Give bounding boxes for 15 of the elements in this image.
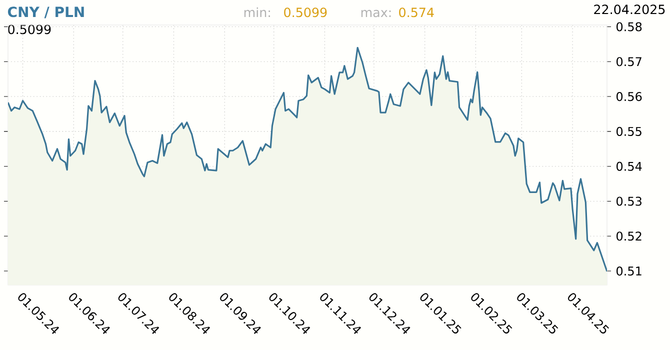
text: max: — [361, 10, 391, 18]
y-tick-label: 0.58 — [616, 22, 642, 32]
text: 0.574 — [399, 8, 434, 18]
y-tick-label: 0.54 — [616, 162, 642, 171]
text: 0.5099 — [284, 8, 327, 18]
y-tick-label: 0.56 — [616, 92, 642, 102]
y-tick-label: 0.52 — [616, 232, 642, 241]
chart-subtitle: 22.04.2025 — [594, 4, 665, 14]
y-tick-label: 0.55 — [616, 126, 642, 136]
y-tick-label: 0.53 — [616, 196, 642, 206]
text: min: — [244, 7, 270, 17]
y-tick-label: 0.51 — [616, 266, 642, 276]
chart-title: CNY / PLN — [8, 6, 84, 18]
annotation: 0.5099 — [8, 24, 51, 34]
y-tick-label: 0.57 — [616, 57, 642, 66]
